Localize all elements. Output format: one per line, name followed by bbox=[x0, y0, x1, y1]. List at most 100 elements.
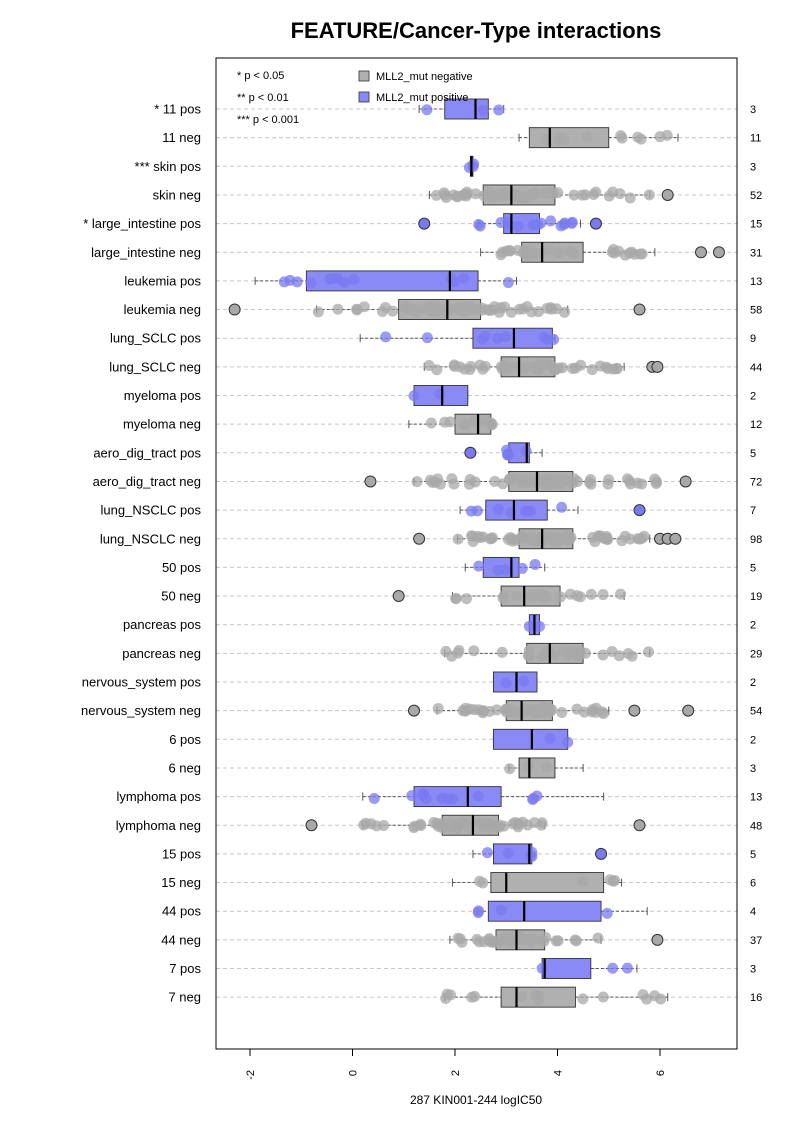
data-point bbox=[502, 847, 514, 859]
data-point bbox=[472, 790, 484, 802]
data-point bbox=[452, 932, 464, 944]
row-count: 12 bbox=[750, 419, 762, 431]
data-point bbox=[506, 936, 518, 948]
data-point bbox=[555, 220, 567, 232]
data-point bbox=[450, 593, 462, 605]
data-point bbox=[514, 303, 526, 315]
data-point bbox=[536, 650, 548, 662]
outlier-point bbox=[679, 475, 692, 488]
outlier-point bbox=[364, 475, 377, 488]
row-lung-nsclc-pos: lung_NSCLC pos 7 bbox=[101, 499, 756, 521]
row-label: aero_dig_tract neg bbox=[93, 474, 201, 489]
data-point bbox=[496, 935, 508, 947]
row-label: myeloma neg bbox=[123, 417, 201, 432]
data-point bbox=[481, 847, 493, 859]
data-point bbox=[324, 273, 336, 285]
data-point bbox=[643, 189, 655, 201]
data-point bbox=[552, 187, 564, 199]
data-point bbox=[606, 646, 618, 658]
outlier-point bbox=[682, 704, 695, 717]
outlier-point bbox=[628, 704, 641, 717]
row-label: 15 pos bbox=[162, 846, 202, 861]
data-point bbox=[504, 245, 516, 257]
row-count: 44 bbox=[750, 362, 762, 374]
row-label: pancreas neg bbox=[122, 646, 201, 661]
data-point bbox=[541, 302, 553, 314]
data-point bbox=[404, 303, 416, 315]
row-skin-pos: *** skin pos 3 bbox=[135, 155, 756, 177]
data-point bbox=[495, 249, 507, 261]
data-point bbox=[468, 704, 480, 716]
data-point bbox=[555, 591, 567, 603]
significance-legend: * p < 0.05 ** p < 0.01 *** p < 0.001 bbox=[237, 70, 299, 126]
row-myeloma-pos: myeloma pos 2 bbox=[124, 385, 756, 406]
row-count: 19 bbox=[750, 591, 762, 603]
data-point bbox=[457, 817, 469, 829]
data-point bbox=[431, 304, 443, 316]
x-tick-label: 0 bbox=[348, 1070, 360, 1076]
data-point bbox=[492, 564, 504, 576]
data-point bbox=[564, 588, 576, 600]
data-point bbox=[469, 476, 481, 488]
data-point bbox=[477, 363, 489, 375]
row-lung-sclc-neg: lung_SCLC neg 44 bbox=[109, 356, 762, 378]
data-point bbox=[544, 732, 556, 744]
data-point bbox=[594, 530, 606, 542]
data-point bbox=[609, 247, 621, 259]
row-label: 50 neg bbox=[161, 589, 201, 604]
row-11-pos: * 11 pos 3 bbox=[154, 98, 756, 120]
outlier-point bbox=[661, 188, 674, 201]
row-6-pos: 6 pos 2 bbox=[169, 728, 756, 750]
row-11-neg: 11 neg 11 bbox=[162, 127, 761, 149]
legend-label-negative: MLL2_mut negative bbox=[376, 71, 473, 83]
row-pancreas-neg: pancreas neg 29 bbox=[122, 642, 762, 664]
data-point bbox=[332, 303, 344, 315]
data-point bbox=[473, 936, 485, 948]
data-point bbox=[562, 533, 574, 545]
data-point bbox=[529, 703, 541, 715]
data-point bbox=[603, 190, 615, 202]
data-point bbox=[502, 277, 514, 289]
outlier-point bbox=[392, 590, 405, 603]
data-point bbox=[446, 473, 458, 485]
data-point bbox=[604, 874, 616, 886]
data-point bbox=[447, 793, 459, 805]
data-point bbox=[569, 934, 581, 946]
data-point bbox=[520, 532, 532, 544]
sig-legend-3: *** p < 0.001 bbox=[237, 114, 299, 126]
x-tick-label: 2 bbox=[450, 1070, 462, 1076]
sig-legend-2: ** p < 0.01 bbox=[237, 92, 289, 104]
row-label: 7 neg bbox=[168, 990, 201, 1005]
outlier-point bbox=[633, 504, 646, 517]
sig-legend-1: * p < 0.05 bbox=[237, 70, 284, 82]
row-7-pos: 7 pos 3 bbox=[169, 958, 756, 979]
data-point bbox=[597, 649, 609, 661]
outlier-point bbox=[595, 847, 608, 860]
data-point bbox=[458, 272, 470, 284]
row-label: lymphoma neg bbox=[116, 818, 201, 833]
data-point bbox=[507, 535, 519, 547]
data-point bbox=[564, 245, 576, 257]
data-point bbox=[444, 416, 456, 428]
data-point bbox=[569, 362, 581, 374]
row-count: 15 bbox=[750, 219, 762, 231]
row-count: 52 bbox=[750, 190, 762, 202]
data-point bbox=[380, 331, 392, 343]
data-point bbox=[421, 104, 433, 116]
data-point bbox=[597, 991, 609, 1003]
row-44-neg: 44 neg 37 bbox=[161, 929, 762, 951]
row-count: 3 bbox=[750, 161, 756, 173]
outlier-point bbox=[305, 819, 318, 832]
row-aero-dig-tract-pos: aero_dig_tract pos 5 bbox=[93, 442, 756, 464]
row-count: 13 bbox=[750, 276, 762, 288]
data-point bbox=[523, 649, 535, 661]
data-point bbox=[445, 273, 457, 285]
row-count: 9 bbox=[750, 333, 756, 345]
data-point bbox=[624, 247, 636, 259]
data-point bbox=[518, 675, 530, 687]
outlier-point bbox=[464, 446, 477, 459]
data-point bbox=[592, 932, 604, 944]
data-point bbox=[500, 677, 512, 689]
data-point bbox=[420, 793, 432, 805]
